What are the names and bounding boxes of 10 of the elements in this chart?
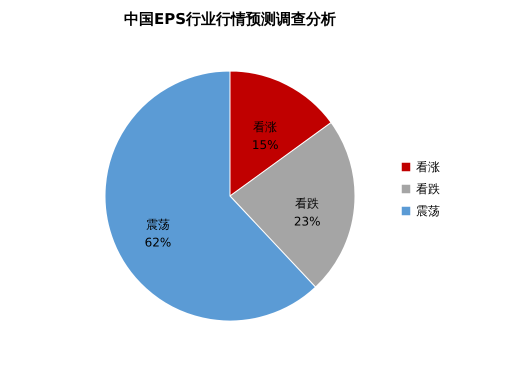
data-label: 15% xyxy=(252,138,279,152)
legend-label: 震荡 xyxy=(416,204,440,218)
legend-label: 看跌 xyxy=(416,182,440,196)
slice-label: 震荡 xyxy=(146,218,170,232)
data-label: 23% xyxy=(294,214,320,228)
slice-label: 看跌 xyxy=(295,196,320,210)
slice-label: 看涨 xyxy=(253,120,278,134)
chart-title: 中国EPS行业行情预测调查分析 xyxy=(124,10,336,28)
legend-label: 看涨 xyxy=(416,160,440,174)
data-label: 62% xyxy=(144,236,172,250)
